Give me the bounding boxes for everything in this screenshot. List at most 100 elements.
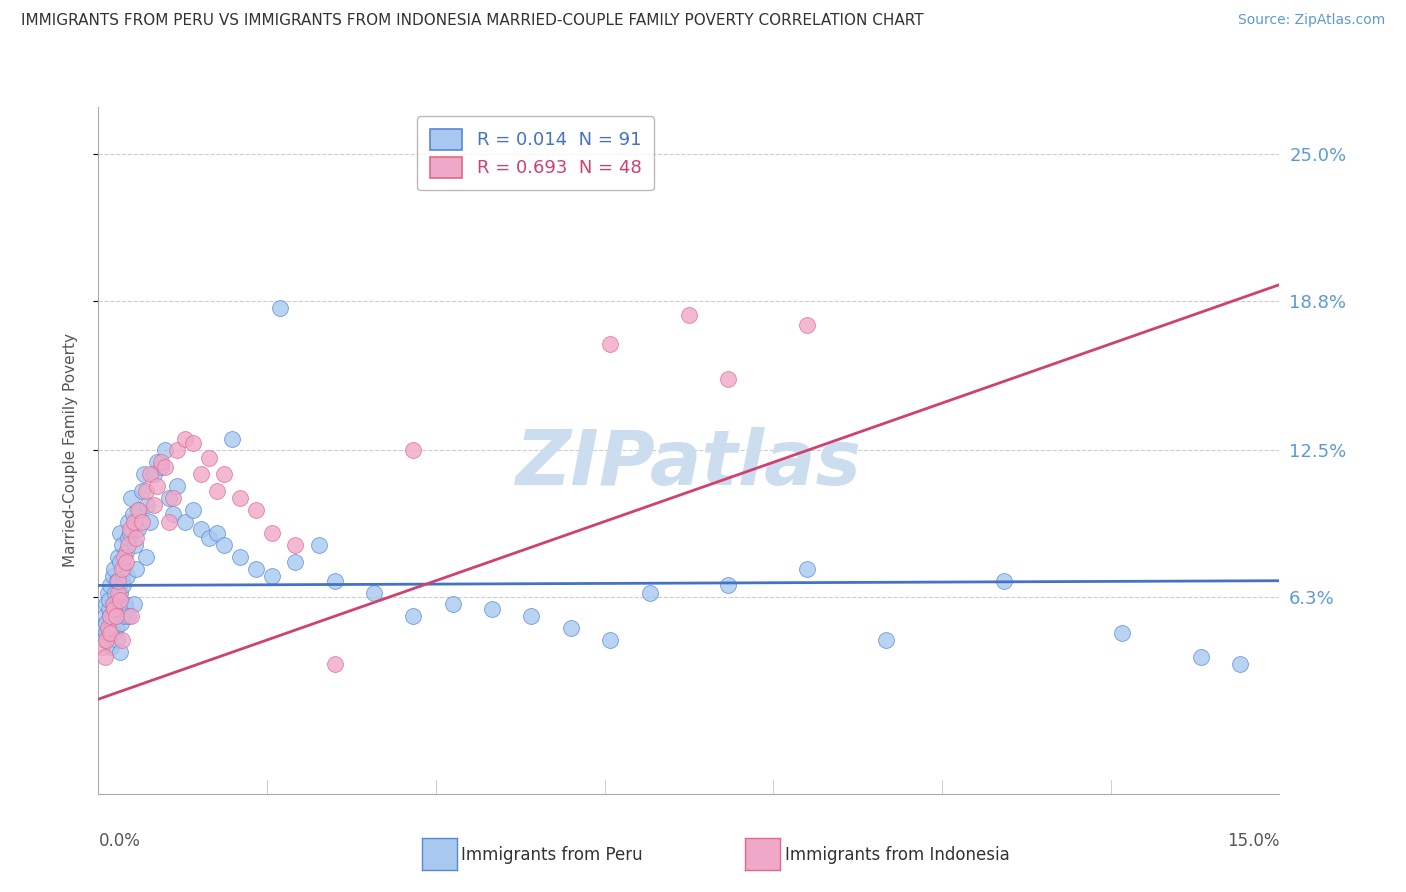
- Point: [138, 467, 160, 482]
- Point: [481, 602, 503, 616]
- Point: [91, 640, 114, 654]
- Point: [138, 515, 160, 529]
- Point: [114, 598, 136, 612]
- Point: [112, 549, 135, 564]
- Point: [111, 562, 134, 576]
- Point: [115, 569, 138, 583]
- Point: [323, 574, 346, 588]
- Point: [128, 502, 150, 516]
- Point: [118, 526, 141, 541]
- Point: [125, 531, 148, 545]
- Point: [796, 318, 818, 332]
- Point: [98, 609, 121, 624]
- Point: [97, 585, 120, 599]
- Point: [520, 609, 543, 624]
- Point: [560, 621, 582, 635]
- Point: [599, 337, 621, 351]
- Point: [245, 562, 267, 576]
- Point: [117, 531, 139, 545]
- Point: [402, 609, 425, 624]
- Text: ZIPatlas: ZIPatlas: [516, 427, 862, 501]
- Point: [135, 549, 157, 564]
- Point: [402, 443, 425, 458]
- Text: Immigrants from Peru: Immigrants from Peru: [461, 846, 643, 863]
- Point: [181, 502, 204, 516]
- Point: [150, 455, 173, 469]
- Point: [269, 301, 291, 316]
- Point: [875, 632, 897, 647]
- Point: [111, 574, 134, 588]
- Point: [284, 555, 307, 569]
- Point: [132, 467, 155, 482]
- Point: [166, 479, 188, 493]
- Point: [98, 592, 121, 607]
- Point: [101, 625, 124, 640]
- Point: [103, 609, 125, 624]
- Point: [162, 508, 184, 522]
- Point: [112, 562, 135, 576]
- Point: [111, 578, 134, 592]
- Point: [98, 609, 121, 624]
- Point: [122, 515, 145, 529]
- Point: [117, 609, 139, 624]
- Point: [117, 515, 139, 529]
- Point: [98, 625, 121, 640]
- Point: [717, 372, 740, 386]
- Point: [190, 467, 212, 482]
- Point: [107, 549, 129, 564]
- Point: [146, 479, 169, 493]
- Point: [122, 508, 145, 522]
- Point: [678, 309, 700, 323]
- Point: [104, 621, 127, 635]
- Point: [107, 574, 129, 588]
- Point: [131, 483, 153, 498]
- Point: [110, 592, 132, 607]
- Point: [155, 443, 177, 458]
- Point: [110, 526, 132, 541]
- Point: [100, 640, 122, 654]
- Point: [197, 450, 219, 465]
- Point: [229, 491, 252, 505]
- Point: [103, 562, 125, 576]
- Point: [108, 555, 131, 569]
- Point: [108, 602, 131, 616]
- Point: [205, 483, 228, 498]
- Point: [142, 467, 165, 482]
- Point: [162, 491, 184, 505]
- Point: [118, 522, 141, 536]
- Point: [260, 526, 283, 541]
- Point: [441, 598, 464, 612]
- Point: [155, 460, 177, 475]
- Text: 0.0%: 0.0%: [98, 831, 141, 850]
- Point: [112, 609, 135, 624]
- Point: [323, 657, 346, 671]
- Point: [214, 538, 236, 552]
- Point: [136, 498, 159, 512]
- Point: [115, 545, 138, 559]
- Point: [308, 538, 330, 552]
- Y-axis label: Married-Couple Family Poverty: Married-Couple Family Poverty: [63, 334, 77, 567]
- Point: [245, 502, 267, 516]
- Point: [284, 538, 307, 552]
- Point: [127, 502, 149, 516]
- Point: [150, 460, 173, 475]
- Point: [135, 483, 157, 498]
- Point: [103, 602, 125, 616]
- Point: [104, 585, 127, 599]
- Point: [115, 555, 138, 569]
- Point: [96, 625, 118, 640]
- Point: [96, 616, 118, 631]
- Text: IMMIGRANTS FROM PERU VS IMMIGRANTS FROM INDONESIA MARRIED-COUPLE FAMILY POVERTY : IMMIGRANTS FROM PERU VS IMMIGRANTS FROM …: [21, 13, 924, 29]
- Point: [93, 609, 115, 624]
- Point: [1189, 649, 1212, 664]
- Point: [101, 598, 124, 612]
- Point: [599, 632, 621, 647]
- Legend: R = 0.014  N = 91, R = 0.693  N = 48: R = 0.014 N = 91, R = 0.693 N = 48: [418, 116, 654, 190]
- Point: [214, 467, 236, 482]
- Point: [105, 632, 128, 647]
- Point: [174, 432, 197, 446]
- Point: [125, 562, 148, 576]
- Point: [96, 632, 118, 647]
- Point: [197, 531, 219, 545]
- Point: [1229, 657, 1251, 671]
